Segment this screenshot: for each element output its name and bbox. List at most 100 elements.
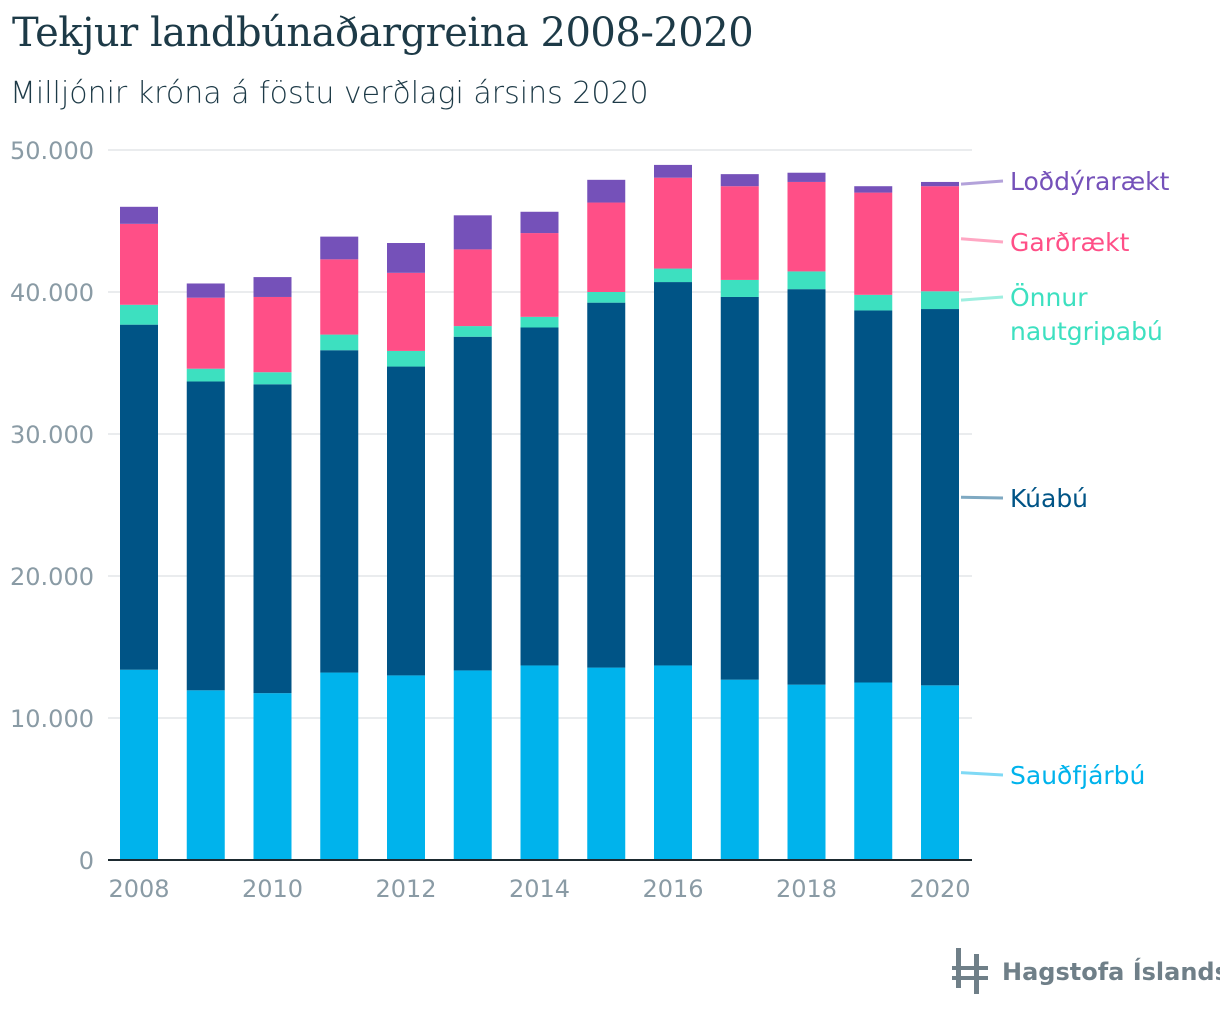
bar-segment — [921, 309, 959, 686]
legend-label: Sauðfjárbú — [1010, 761, 1145, 790]
bar-segment — [720, 279, 759, 297]
bar-segment — [253, 372, 292, 385]
bar-segment — [320, 236, 359, 260]
bar-segment — [654, 268, 692, 283]
series-3 — [120, 177, 959, 373]
series-2 — [120, 268, 959, 385]
legend-label: Loðdýrarækt — [1010, 167, 1170, 196]
series-1 — [120, 282, 959, 694]
bar-segment — [921, 186, 959, 292]
bar-segment — [186, 690, 225, 860]
x-axis-ticks: 2008 2010 2012 2014 2016 2018 2020 — [108, 875, 970, 903]
bar-segment — [253, 693, 292, 860]
bar-segment — [654, 177, 692, 269]
bar-segment — [387, 350, 425, 367]
bar-segment — [854, 186, 893, 193]
legend: Loðdýrarækt Garðrækt Önnur nautgripabú Kúabú… — [960, 167, 1170, 790]
bar-segment — [720, 174, 759, 187]
bar-segment — [587, 302, 626, 668]
bar-segment — [186, 368, 225, 382]
bar-segment — [787, 289, 826, 685]
bar-segment — [520, 327, 559, 666]
legend-connector — [960, 495, 1004, 500]
legend-label: Garðrækt — [1010, 228, 1130, 257]
bar-segment — [453, 326, 492, 337]
x-tick-label: 2008 — [108, 875, 169, 903]
bar-segment — [120, 206, 158, 224]
bar-segment — [320, 672, 359, 860]
y-tick-label: 40.000 — [10, 279, 94, 307]
bar-segment — [253, 384, 292, 694]
bar-segment — [854, 310, 893, 683]
bar-segment — [120, 304, 158, 325]
bar-segment — [120, 669, 158, 860]
legend-connector — [960, 237, 1004, 244]
hagstofa-logo[interactable]: Hagstofa Íslands — [952, 946, 1220, 998]
bar-segment — [520, 233, 559, 317]
bar-segment — [787, 181, 826, 272]
x-tick-label: 2018 — [776, 875, 837, 903]
legend-item: Kúabú — [960, 484, 1088, 513]
bar-segment — [387, 366, 425, 676]
legend-connector — [960, 771, 1004, 777]
hagstofa-logo-icon — [952, 944, 992, 1001]
bar-segment — [654, 164, 692, 178]
bar-segment — [787, 271, 826, 290]
bar-segment — [720, 296, 759, 680]
bar-segment — [320, 334, 359, 351]
bar-segment — [587, 202, 626, 292]
y-tick-label: 20.000 — [10, 563, 94, 591]
bar-segment — [186, 381, 225, 691]
bar-segment — [453, 249, 492, 327]
page-title: Tekjur landbúnaðargreina 2008-2020 — [12, 10, 754, 56]
bar-segment — [320, 350, 359, 673]
y-tick-label: 50.000 — [10, 137, 94, 165]
bar-segment — [654, 665, 692, 860]
bar-segment — [787, 684, 826, 860]
x-tick-label: 2010 — [242, 875, 303, 903]
bar-segment — [186, 297, 225, 369]
y-tick-label: 30.000 — [10, 421, 94, 449]
bar-segment — [453, 670, 492, 860]
series-4 — [120, 164, 959, 298]
x-tick-label: 2016 — [642, 875, 703, 903]
x-tick-label: 2014 — [509, 875, 570, 903]
bar-segment — [720, 186, 759, 280]
bar-segment — [320, 259, 359, 335]
legend-connector — [960, 295, 1004, 302]
bar-segment — [921, 291, 959, 310]
bar-segment — [921, 685, 959, 860]
bar-segment — [520, 665, 559, 860]
bar-segment — [854, 682, 893, 860]
legend-item: Önnur nautgripabú — [960, 283, 1163, 346]
bar-segment — [854, 192, 893, 295]
x-tick-label: 2012 — [375, 875, 436, 903]
bar-segment — [520, 316, 559, 328]
bar-segment — [587, 667, 626, 860]
bar-segment — [120, 223, 158, 305]
bar-segment — [387, 675, 425, 860]
y-tick-label: 0 — [79, 847, 94, 875]
legend-item: Loðdýrarækt — [960, 167, 1170, 196]
bar-segment — [587, 179, 626, 203]
bar-segment — [520, 211, 559, 234]
legend-label: Kúabú — [1010, 484, 1088, 513]
bar-segment — [854, 294, 893, 311]
logo-text: Hagstofa Íslands — [1002, 958, 1220, 986]
x-tick-label: 2020 — [909, 875, 970, 903]
legend-label: nautgripabú — [1010, 317, 1163, 346]
legend-item: Garðrækt — [960, 228, 1130, 257]
series-0 — [120, 665, 959, 860]
y-axis-ticks: 0 10.000 20.000 30.000 40.000 50.000 — [10, 137, 94, 875]
bar-segment — [253, 296, 292, 373]
legend-item: Sauðfjárbú — [960, 761, 1145, 790]
legend-label: Önnur — [1010, 283, 1088, 312]
bar-segment — [186, 283, 225, 298]
page-subtitle: Milljónir króna á föstu verðlagi ársins … — [10, 76, 649, 111]
bar-segment — [921, 181, 959, 187]
bar-segment — [387, 272, 425, 351]
bar-segment — [387, 243, 425, 273]
bar-segment — [787, 172, 826, 182]
bar-segment — [453, 215, 492, 250]
